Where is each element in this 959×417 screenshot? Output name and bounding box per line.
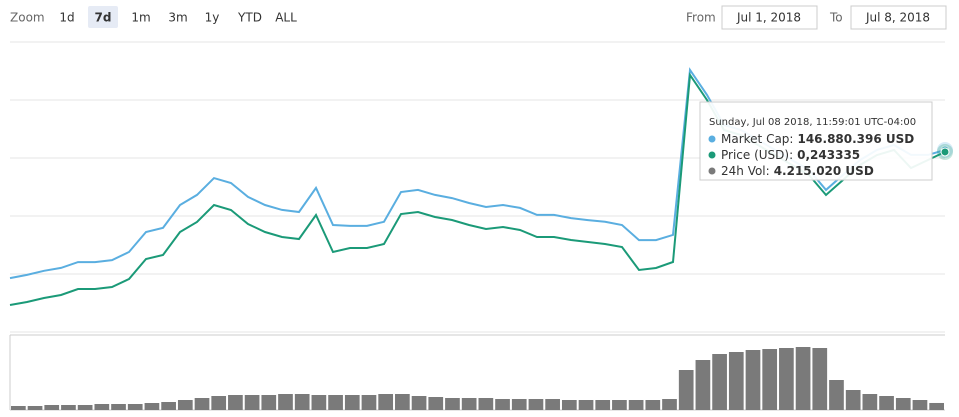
zoom-button[interactable]: 3m [168,11,187,25]
volume-bar [127,404,143,410]
zoom-label: Zoom [10,11,45,25]
volume-bar [311,395,327,410]
volume-bar [845,390,861,410]
volume-bar [428,397,444,410]
volume-bar [344,395,360,410]
plot-area [9,41,953,410]
tooltip-bullet [708,151,716,159]
volume-bar [895,398,911,410]
volume-bar [645,400,661,410]
volume-bar [395,394,410,410]
tooltip-value: 4.215.020 USD [774,164,874,178]
volume-bar [144,403,160,410]
volume-bar [211,396,227,410]
volume-bar [712,354,727,410]
volume-bar [511,399,527,410]
tooltip-date: Sunday, Jul 08 2018, 11:59:01 UTC-04:00 [709,117,916,128]
tooltip-box [699,101,933,181]
volume-bar [411,396,427,410]
to-input[interactable] [850,5,947,30]
volume-bar [912,400,928,410]
volume-bar [328,395,343,410]
volume-bar [94,404,110,410]
zoom-button-bg[interactable] [88,6,118,28]
tooltip-label: 24h Vol: [721,164,770,178]
from-label: From [686,11,716,25]
tooltip-label: Market Cap: [721,132,793,146]
tooltip-label: Price (USD): [721,148,793,162]
volume-bar [77,405,93,410]
volume-bar [795,347,811,410]
volume-bar [61,405,76,410]
tooltip-bullet [708,167,716,175]
volume-bar [445,398,460,410]
tooltip: Sunday, Jul 08 2018, 11:59:01 UTC-04:00 … [699,101,933,181]
volume-bar [678,370,694,410]
tooltip-row: 24h Vol: 4.215.020 USD [721,164,874,178]
volume-bar [111,404,126,410]
volume-bar [495,399,510,410]
volume-bar [929,402,944,410]
volume-bar [628,400,644,410]
from-value[interactable]: Jul 1, 2018 [736,11,801,25]
volume-bar [378,394,394,410]
zoom-button[interactable]: 1y [205,11,220,25]
volume-bar [294,394,310,410]
volume-bar [44,405,60,410]
volume-bar [762,349,778,410]
zoom-button[interactable]: 7d [95,11,112,25]
tooltip-value: 0,243335 [797,148,860,162]
volume-bar [261,395,277,410]
volume-bar [745,350,761,410]
volume-bar [595,400,611,410]
tooltip-row: Price (USD): 0,243335 [721,148,860,162]
volume-bar [561,400,577,410]
zoom-button[interactable]: 1d [59,11,74,25]
volume-bar [161,402,176,410]
from-input[interactable] [721,5,818,30]
zoom-button[interactable]: ALL [275,11,297,25]
volume-bar [478,398,494,410]
zoom-button[interactable]: YTD [237,11,262,25]
volume-bar [244,395,260,410]
volume-bar [361,395,377,410]
hover-point [940,147,950,157]
volume-bar [728,352,744,410]
volume-bar [879,396,894,410]
tooltip-value: 146.880.396 USD [797,132,914,146]
zoom-button[interactable]: 1m [131,11,150,25]
volume-bar [228,395,243,410]
volume-bar [177,400,193,410]
volume-bar [11,406,26,410]
volume-bar [612,400,627,410]
volume-bar [545,399,560,410]
volume-bar [194,398,210,410]
volume-bar [662,399,677,410]
tooltip-row: Market Cap: 146.880.396 USD [721,132,914,146]
tooltip-bullet [708,135,716,143]
volume-bar [829,380,844,410]
volume-bar [578,400,594,410]
to-value[interactable]: Jul 8, 2018 [865,11,930,25]
volume-bar [278,394,293,410]
to-label: To [829,11,843,25]
volume-bar [528,399,544,410]
volume-bar [695,360,711,410]
volume-bar [862,394,878,410]
volume-bar [461,398,477,410]
volume-bar [27,406,43,410]
volume-bar [779,348,794,410]
volume-bar [812,348,828,410]
